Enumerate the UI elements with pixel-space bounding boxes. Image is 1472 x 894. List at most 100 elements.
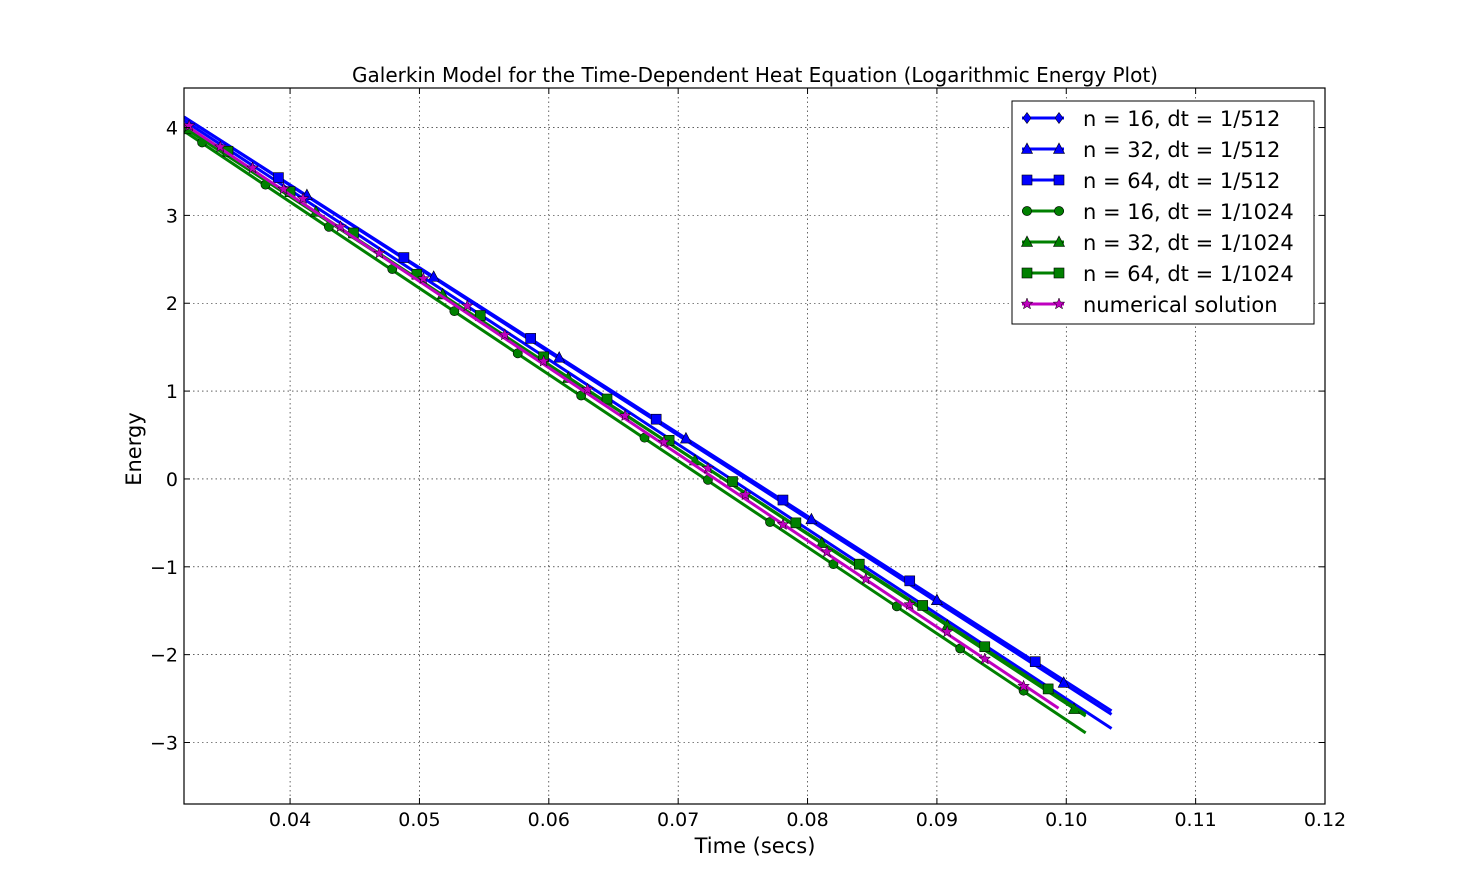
legend-marker (1053, 174, 1065, 186)
legend-marker (1053, 142, 1065, 154)
y-axis-label: Energy (122, 412, 146, 486)
x-tick-label: 0.06 (528, 809, 570, 831)
data-point (427, 270, 440, 282)
y-tick-label: −3 (150, 733, 178, 755)
legend-marker (1021, 174, 1033, 186)
data-point (273, 172, 284, 183)
x-tick-label: 0.07 (657, 809, 699, 831)
legend-marker (1021, 235, 1033, 247)
data-point (601, 393, 613, 405)
data-point (498, 328, 512, 341)
data-point (739, 488, 752, 501)
data-point (1029, 656, 1041, 667)
data-point (553, 351, 566, 363)
data-point (903, 597, 917, 611)
data-point (650, 413, 662, 425)
series-line (184, 119, 1113, 730)
legend-entry: n = 32, dt = 1/1024 (1021, 231, 1294, 255)
grid (184, 88, 1326, 804)
series-group (184, 119, 1113, 730)
legend-entry: n = 16, dt = 1/512 (1022, 107, 1280, 131)
y-tick-label: 2 (166, 293, 178, 315)
y-tick-label: 4 (166, 118, 178, 140)
data-point (449, 306, 460, 317)
x-tick-label: 0.08 (786, 809, 828, 831)
data-point (334, 220, 347, 233)
data-point (537, 354, 551, 367)
chart-title: Galerkin Model for the Time-Dependent He… (352, 63, 1158, 87)
plot-frame (183, 87, 1326, 805)
legend-label: n = 64, dt = 1/512 (1083, 169, 1280, 193)
data-point (805, 512, 818, 525)
data-point (1057, 676, 1070, 688)
series-group (184, 119, 1060, 710)
data-point (917, 600, 928, 611)
legend-marker (1022, 111, 1032, 125)
data-point (701, 461, 715, 474)
legend-marker (1022, 206, 1032, 216)
series-line (184, 115, 1113, 716)
y-tick-label: 0 (166, 469, 178, 491)
data-point (679, 431, 692, 444)
x-tick-label: 0.09 (916, 809, 958, 831)
legend-label: n = 32, dt = 1/512 (1083, 138, 1280, 162)
data-point (978, 652, 992, 665)
legend-marker (1053, 235, 1065, 247)
y-tick-label: 3 (166, 205, 178, 227)
data-point (246, 161, 259, 174)
data-point (820, 545, 834, 558)
x-axis-label: Time (secs) (694, 834, 816, 858)
data-point (765, 517, 775, 527)
legend-marker (1021, 142, 1033, 154)
y-tick-label: −1 (150, 557, 178, 579)
data-point (1042, 683, 1054, 695)
data-point (859, 572, 873, 585)
legend-marker (1020, 297, 1034, 310)
legend-entry: numerical solution (1020, 293, 1278, 317)
data-point (213, 140, 227, 153)
data-point (525, 333, 536, 344)
data-point (727, 476, 738, 487)
data-point (296, 191, 310, 205)
legend-marker (1021, 267, 1033, 279)
series-group (184, 115, 1113, 716)
data-point (776, 517, 790, 531)
axis-ticks: 0.04 0.05 0.06 0.07 0.08 0.09 0.10 0.11 0.12 −3 −2… (150, 88, 1346, 831)
series-line (184, 129, 1087, 735)
y-tick-label: 1 (166, 381, 178, 403)
data-point (277, 182, 291, 195)
data-point (581, 382, 595, 395)
legend-marker (1054, 206, 1064, 216)
data-point (657, 435, 671, 448)
series-line (184, 122, 1060, 710)
legend-label: numerical solution (1083, 293, 1278, 317)
x-tick-label: 0.12 (1304, 809, 1346, 831)
legend-label: n = 16, dt = 1/1024 (1083, 200, 1294, 224)
data-point (853, 558, 865, 570)
data-point (416, 271, 430, 285)
y-tick-label: −2 (150, 645, 178, 667)
data-point (904, 575, 916, 587)
data-point (777, 494, 789, 506)
legend-marker (1054, 111, 1064, 125)
data-point (790, 517, 802, 529)
data-point (618, 408, 632, 422)
legend-entry: n = 32, dt = 1/512 (1021, 138, 1280, 162)
legend: n = 16, dt = 1/512 n = 32, dt = 1/512 n = … (1011, 100, 1315, 325)
data-point (398, 252, 410, 263)
data-point (930, 593, 943, 605)
data-point (940, 625, 954, 638)
legend-label: n = 16, dt = 1/512 (1083, 107, 1280, 131)
legend-entry: n = 64, dt = 1/1024 (1021, 262, 1294, 286)
x-tick-label: 0.11 (1174, 809, 1216, 831)
legend-entry: n = 16, dt = 1/1024 (1022, 200, 1294, 224)
legend-label: n = 64, dt = 1/1024 (1083, 262, 1294, 286)
data-point (460, 299, 474, 312)
x-tick-label: 0.04 (269, 809, 311, 831)
legend-marker (1052, 297, 1066, 310)
series-layer (184, 115, 1113, 735)
legend-marker (1053, 267, 1065, 279)
x-tick-label: 0.05 (398, 809, 440, 831)
legend-entry: n = 64, dt = 1/512 (1021, 169, 1280, 193)
